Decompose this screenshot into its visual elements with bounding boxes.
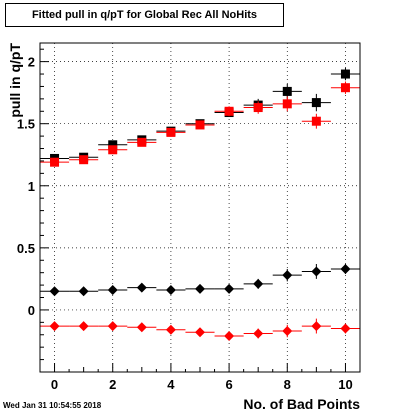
data-point xyxy=(195,327,205,338)
data-point xyxy=(79,155,89,165)
data-point xyxy=(253,103,263,113)
data-point xyxy=(136,282,147,293)
data-point xyxy=(165,324,176,335)
data-point xyxy=(108,145,118,155)
data-point xyxy=(224,283,235,294)
y-tick-label: 0 xyxy=(28,303,35,318)
title-box: Fitted pull in q/pT for Global Rec All N… xyxy=(5,3,284,27)
grid-lines xyxy=(40,43,360,372)
data-point xyxy=(311,321,322,332)
data-point xyxy=(108,140,118,150)
y-tick-label: 0.5 xyxy=(17,241,35,256)
y-tick-label: 1 xyxy=(28,179,35,194)
series-0 xyxy=(40,67,360,163)
data-point xyxy=(340,83,350,93)
data-point xyxy=(165,285,176,296)
x-axis-label: No. of Bad Points xyxy=(243,396,360,412)
data-point xyxy=(311,266,322,277)
y-tick-label: 1.5 xyxy=(17,117,35,132)
x-tick-label: 6 xyxy=(225,377,232,392)
data-point xyxy=(49,321,60,332)
data-point xyxy=(78,286,89,297)
series-3 xyxy=(40,318,360,341)
data-point xyxy=(224,330,235,341)
data-point xyxy=(166,127,176,137)
data-point xyxy=(78,321,89,332)
y-axis-label: pull in q/pT xyxy=(7,43,23,118)
data-point xyxy=(340,323,351,334)
data-point xyxy=(136,322,147,333)
data-series xyxy=(40,67,360,341)
x-tick-label: 4 xyxy=(167,377,175,392)
data-point xyxy=(282,270,293,281)
x-tick-label: 2 xyxy=(109,377,116,392)
series-1 xyxy=(40,81,360,167)
data-point xyxy=(137,137,147,147)
data-point xyxy=(50,157,60,167)
series-2 xyxy=(40,263,360,297)
data-point xyxy=(311,98,321,108)
chart-title: Fitted pull in q/pT for Global Rec All N… xyxy=(31,9,258,21)
x-tick-label: 0 xyxy=(51,377,58,392)
data-point xyxy=(311,116,321,126)
data-point xyxy=(107,285,118,296)
data-point xyxy=(253,278,264,289)
data-point xyxy=(195,120,205,130)
plot-frame xyxy=(39,42,361,373)
data-point xyxy=(282,326,293,337)
x-tick-label: 10 xyxy=(338,377,352,392)
data-point xyxy=(282,86,292,96)
data-point xyxy=(340,69,350,79)
data-point xyxy=(224,106,234,116)
data-point xyxy=(340,263,351,274)
data-point xyxy=(282,99,292,109)
data-point xyxy=(253,328,264,339)
data-point xyxy=(195,283,205,294)
data-point xyxy=(49,286,60,297)
axes: 0 2 4 6 8 10 0 0.5 1 1.5 2 xyxy=(17,48,361,392)
data-point xyxy=(107,321,118,332)
timestamp: Wed Jan 31 10:54:55 2018 xyxy=(3,401,102,410)
x-tick-label: 8 xyxy=(284,377,291,392)
y-tick-label: 2 xyxy=(28,55,35,70)
